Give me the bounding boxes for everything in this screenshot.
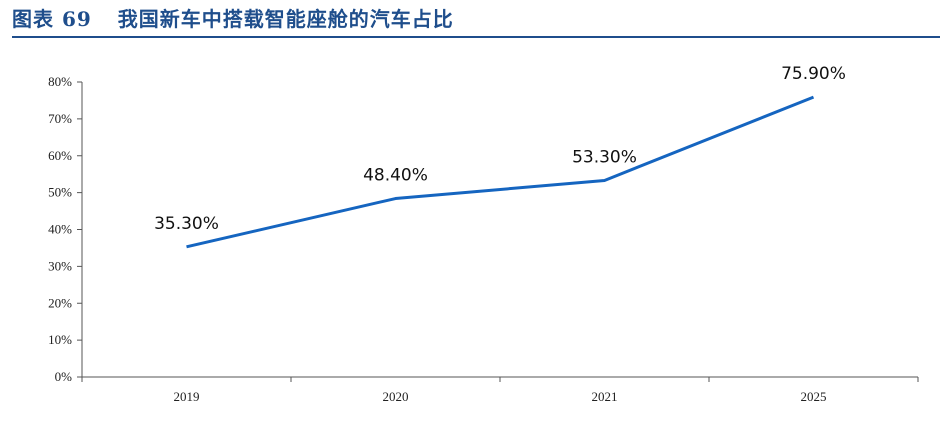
y-tick-label: 10% xyxy=(48,332,72,347)
y-tick-label: 40% xyxy=(48,222,72,237)
x-tick-label: 2025 xyxy=(801,389,827,404)
x-tick-label: 2019 xyxy=(174,389,200,404)
data-label: 48.40% xyxy=(363,166,428,186)
y-tick-label: 70% xyxy=(48,111,72,126)
x-tick-label: 2020 xyxy=(383,389,409,404)
x-tick-label: 2021 xyxy=(592,389,618,404)
data-label: 35.30% xyxy=(154,214,219,234)
x-axis: 2019 2020 2021 2025 xyxy=(81,376,919,404)
figure-number: 图表 69 xyxy=(12,7,92,31)
y-tick-label: 80% xyxy=(48,74,72,89)
chart-title: 我国新车中搭载智能座舱的汽车占比 xyxy=(117,7,454,31)
y-tick-label: 30% xyxy=(48,258,72,273)
y-tick-label: 50% xyxy=(48,185,72,200)
y-tick-label: 20% xyxy=(48,295,72,310)
data-label: 53.30% xyxy=(572,147,637,167)
series-line xyxy=(186,95,815,249)
series-layer xyxy=(186,95,815,249)
data-label: 75.90% xyxy=(781,64,846,84)
figure-header: 图表 69 我国新车中搭载智能座舱的汽车占比 xyxy=(12,2,940,38)
y-tick-label: 60% xyxy=(48,148,72,163)
y-tick-label: 0% xyxy=(55,369,73,384)
data-labels: 35.30% 48.40% 53.30% 75.90% xyxy=(154,64,846,234)
y-axis: 0% 10% 20% 30% 40% 50% 60% 70% 80% xyxy=(48,74,83,384)
